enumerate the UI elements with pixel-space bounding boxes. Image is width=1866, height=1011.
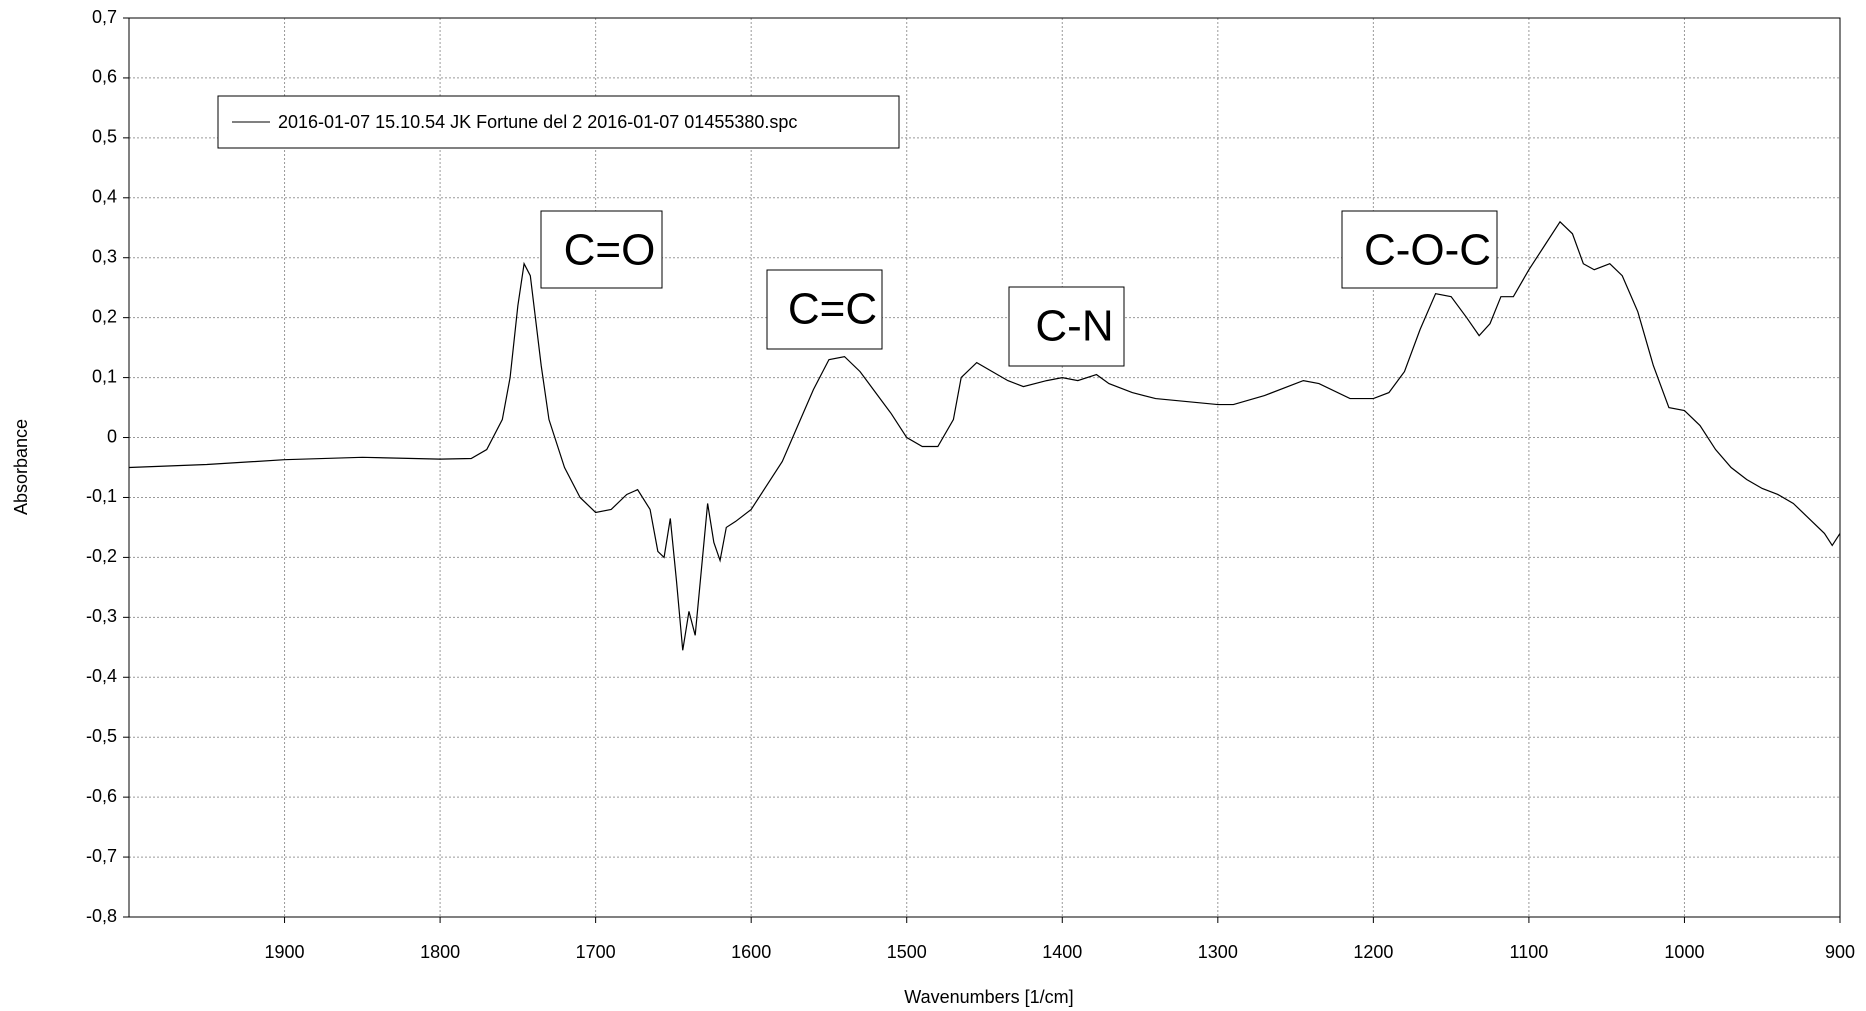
y-tick-label: -0,3 [86, 606, 117, 626]
legend-label: 2016-01-07 15.10.54 JK Fortune del 2 201… [278, 112, 797, 132]
x-tick-label: 1800 [420, 942, 460, 962]
x-tick-label: 1200 [1353, 942, 1393, 962]
spectrum-line [128, 220, 1841, 651]
x-tick-label: 1400 [1042, 942, 1082, 962]
x-tick-label: 1600 [731, 942, 771, 962]
x-tick-label: 1700 [576, 942, 616, 962]
y-tick-label: -0,5 [86, 726, 117, 746]
x-axis-label: Wavenumbers [1/cm] [904, 987, 1073, 1007]
y-tick-label: 0,2 [92, 306, 117, 326]
y-tick-label: 0 [107, 426, 117, 446]
annotation: C-O-C [1364, 226, 1491, 275]
y-tick-label: 0,6 [92, 67, 117, 87]
x-tick-label: 1100 [1510, 942, 1549, 962]
annotation-box [1008, 286, 1125, 367]
y-tick-label: 0,4 [92, 187, 117, 207]
y-tick-label: 0,3 [92, 246, 117, 266]
y-axis-label: Absorbance [11, 419, 31, 515]
annotation-box [540, 210, 663, 289]
y-tick-label: 0,7 [92, 7, 117, 27]
legend-box [217, 95, 900, 149]
y-tick-label: 0,5 [92, 127, 117, 147]
x-tick-label: 1500 [887, 942, 927, 962]
y-tick-label: -0,4 [86, 666, 117, 686]
x-tick-label: 1300 [1198, 942, 1238, 962]
annotation: C=O [564, 226, 656, 275]
y-tick-label: -0,2 [86, 546, 117, 566]
y-tick-label: -0,8 [86, 906, 117, 926]
plot-frame [128, 17, 1841, 918]
annotation: C-N [1035, 302, 1113, 351]
annotation-box [1341, 210, 1498, 289]
x-tick-label: 900 [1825, 942, 1855, 962]
y-tick-label: -0,1 [86, 486, 117, 506]
y-tick-label: -0,7 [86, 846, 117, 866]
annotation-box [766, 269, 883, 350]
x-tick-label: 1900 [265, 942, 305, 962]
y-tick-label: -0,6 [86, 786, 117, 806]
annotation: C=C [788, 285, 877, 334]
x-tick-label: 1000 [1664, 942, 1704, 962]
y-tick-label: 0,1 [92, 366, 117, 386]
